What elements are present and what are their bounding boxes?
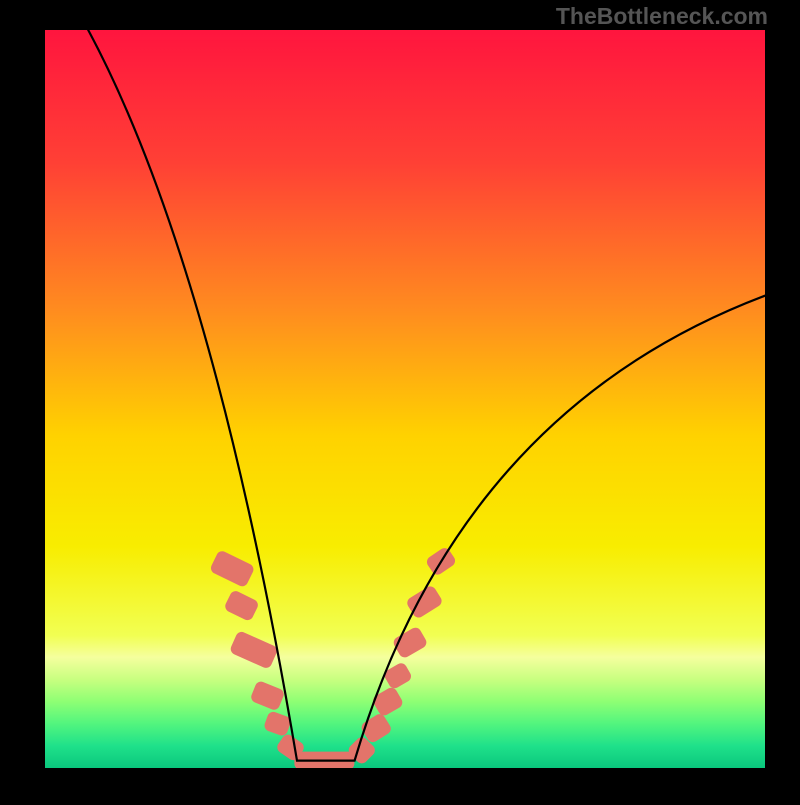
plot-area: [45, 30, 765, 770]
bottleneck-chart-svg: [0, 0, 800, 800]
watermark-text: TheBottleneck.com: [556, 3, 768, 30]
chart-canvas: TheBottleneck.com: [0, 0, 800, 800]
